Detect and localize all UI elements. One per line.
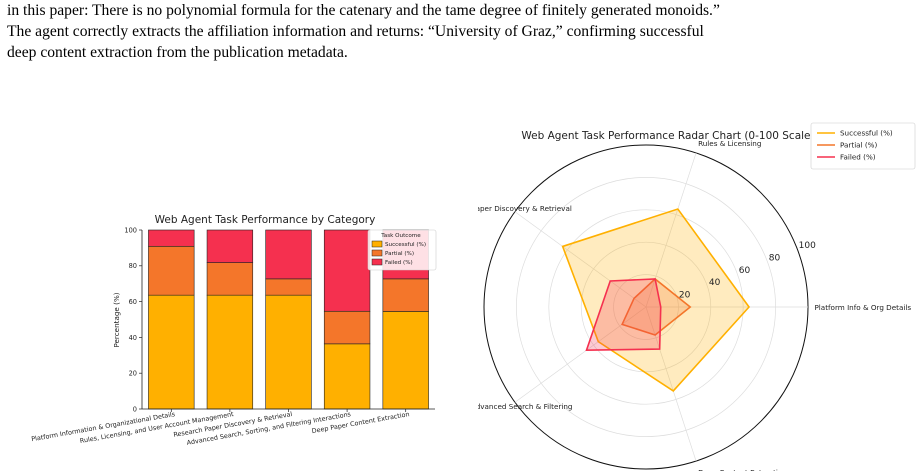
- stacked-bar-chart: Web Agent Task Performance by Category P…: [0, 200, 478, 471]
- bar-legend: Task Outcome Successful (%) Partial (%) Fa…: [368, 230, 436, 270]
- bar-legend-label: Partial (%): [385, 251, 414, 257]
- bar-ytick-label: 80: [129, 262, 137, 270]
- bar-segment: [207, 263, 253, 296]
- paragraph-line: The agent correctly extracts the affilia…: [7, 21, 919, 42]
- bar-legend-swatch: [372, 250, 382, 256]
- bar-ytick-label: 0: [133, 405, 137, 413]
- radar-chart: Web Agent Task Performance Radar Chart (…: [478, 117, 918, 471]
- bar-chart-ylabel: Percentage (%): [112, 292, 121, 347]
- bar-segment: [148, 230, 194, 246]
- bar-legend-label: Failed (%): [385, 260, 413, 266]
- radar-axis-label: Advanced Search & Filtering: [478, 402, 572, 411]
- bar-segment: [383, 279, 429, 312]
- bar-legend-swatch: [372, 241, 382, 247]
- bar-ytick-label: 40: [129, 334, 137, 342]
- radar-legend-label: Successful (%): [840, 129, 893, 138]
- radar-rtick-label: 80: [769, 253, 781, 263]
- radar-axis-label: Platform Info & Org Details: [814, 303, 911, 312]
- bar-segment: [266, 295, 312, 409]
- radar-legend-label: Partial (%): [840, 141, 878, 150]
- radar-legend: Successful (%) Partial (%) Failed (%): [811, 123, 915, 169]
- bar-legend-title: Task Outcome: [380, 233, 421, 239]
- bar-segment: [324, 311, 370, 344]
- radar-rtick-label: 20: [679, 291, 691, 301]
- bar-segment: [324, 344, 370, 409]
- bar-chart-title: Web Agent Task Performance by Category: [155, 214, 376, 226]
- bar-ytick-label: 60: [129, 298, 137, 306]
- bar-legend-label: Successful (%): [385, 242, 426, 248]
- radar-axis-label: Rules & Licensing: [698, 139, 761, 148]
- radar-chart-title: Web Agent Task Performance Radar Chart (…: [521, 130, 814, 142]
- bar-ytick-label: 20: [129, 370, 137, 378]
- bar-ytick-label: 100: [124, 226, 137, 234]
- radar-axis-label: Paper Discovery & Retrieval: [478, 204, 572, 213]
- bar-segment: [266, 279, 312, 295]
- radar-rtick-label: 40: [709, 278, 721, 288]
- body-paragraph: in this paper: There is no polynomial fo…: [7, 0, 919, 63]
- bar-segment: [148, 295, 194, 409]
- radar-rtick-label: 100: [799, 241, 816, 251]
- bar-segment: [383, 311, 429, 409]
- paragraph-line: deep content extraction from the publica…: [7, 42, 919, 63]
- bar-segment: [207, 295, 253, 409]
- radar-legend-label: Failed (%): [840, 153, 876, 162]
- bar-legend-swatch: [372, 259, 382, 265]
- bar-segment: [266, 230, 312, 279]
- paragraph-line: in this paper: There is no polynomial fo…: [7, 0, 919, 21]
- bar-segment: [148, 246, 194, 295]
- bar-segment: [324, 230, 370, 311]
- radar-rtick-label: 60: [739, 266, 751, 276]
- bar-segment: [207, 230, 253, 263]
